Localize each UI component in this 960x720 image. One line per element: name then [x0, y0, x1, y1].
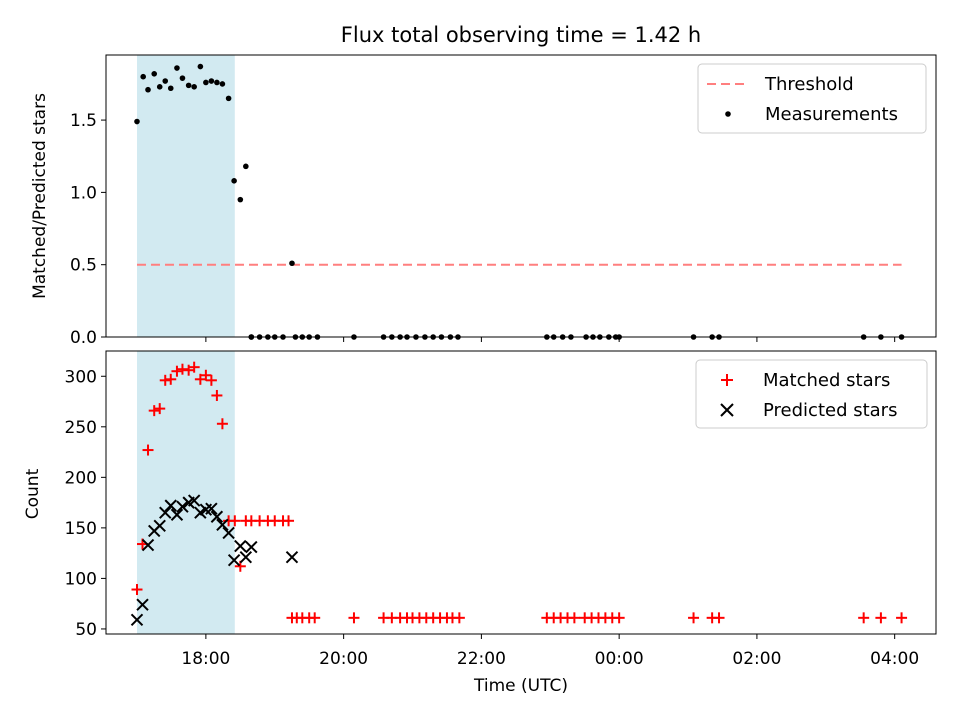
legend-measurements-label: Measurements: [765, 104, 898, 125]
top-y-tick-label: 1.0: [70, 183, 97, 203]
measurement-point: [145, 87, 151, 93]
x-tick-label: 00:00: [595, 649, 644, 669]
measurement-point: [191, 84, 197, 90]
measurement-point: [289, 260, 295, 266]
top-y-tick-label: 1.5: [70, 111, 97, 131]
measurement-point: [209, 78, 215, 84]
x-tick-label: 02:00: [732, 649, 781, 669]
measurement-point: [151, 71, 157, 77]
x-axis-label: Time (UTC): [473, 676, 568, 696]
bottom-y-tick-label: 300: [65, 367, 97, 387]
x-tick-label: 22:00: [457, 649, 506, 669]
measurement-point: [238, 197, 244, 203]
measurement-point: [198, 64, 204, 70]
legend-threshold-label: Threshold: [764, 74, 854, 95]
bottom-y-axis-label: Count: [23, 468, 43, 519]
top-y-tick-label: 0.5: [70, 256, 97, 276]
bottom-highlight-span: [137, 351, 235, 634]
measurement-point: [214, 80, 220, 86]
x-tick-label: 04:00: [870, 649, 919, 669]
measurement-point: [226, 96, 232, 102]
bottom-y-tick-label: 150: [65, 519, 97, 539]
measurement-point: [203, 80, 209, 86]
bottom-y-tick-label: 50: [75, 620, 97, 640]
measurement-point: [134, 119, 140, 125]
measurement-point: [231, 178, 237, 184]
measurement-point: [243, 164, 249, 170]
bottom-y-tick-label: 200: [65, 468, 97, 488]
legend-predicted-label: Predicted stars: [763, 400, 897, 421]
chart-title: Flux total observing time = 1.42 h: [341, 23, 701, 47]
measurement-point: [174, 65, 180, 71]
measurement-point: [162, 78, 168, 84]
measurement-point: [220, 81, 226, 87]
measurement-point: [140, 74, 146, 80]
legend-matched-label: Matched stars: [763, 370, 890, 391]
x-tick-label: 18:00: [181, 649, 230, 669]
top-y-axis-label: Matched/Predicted stars: [30, 93, 50, 299]
legend-measurements-swatch: [725, 111, 731, 117]
top-y-tick-label: 0.0: [70, 328, 97, 348]
bottom-legend: Matched stars Predicted stars: [696, 360, 927, 428]
measurement-point: [186, 83, 192, 89]
measurement-point: [157, 84, 163, 90]
top-highlight-span: [137, 55, 235, 337]
bottom-y-tick-label: 100: [65, 569, 97, 589]
measurement-point: [180, 75, 186, 81]
top-legend: Threshold Measurements: [698, 64, 926, 133]
bottom-y-tick-label: 250: [65, 418, 97, 438]
x-tick-label: 20:00: [319, 649, 368, 669]
measurement-point: [168, 85, 174, 91]
